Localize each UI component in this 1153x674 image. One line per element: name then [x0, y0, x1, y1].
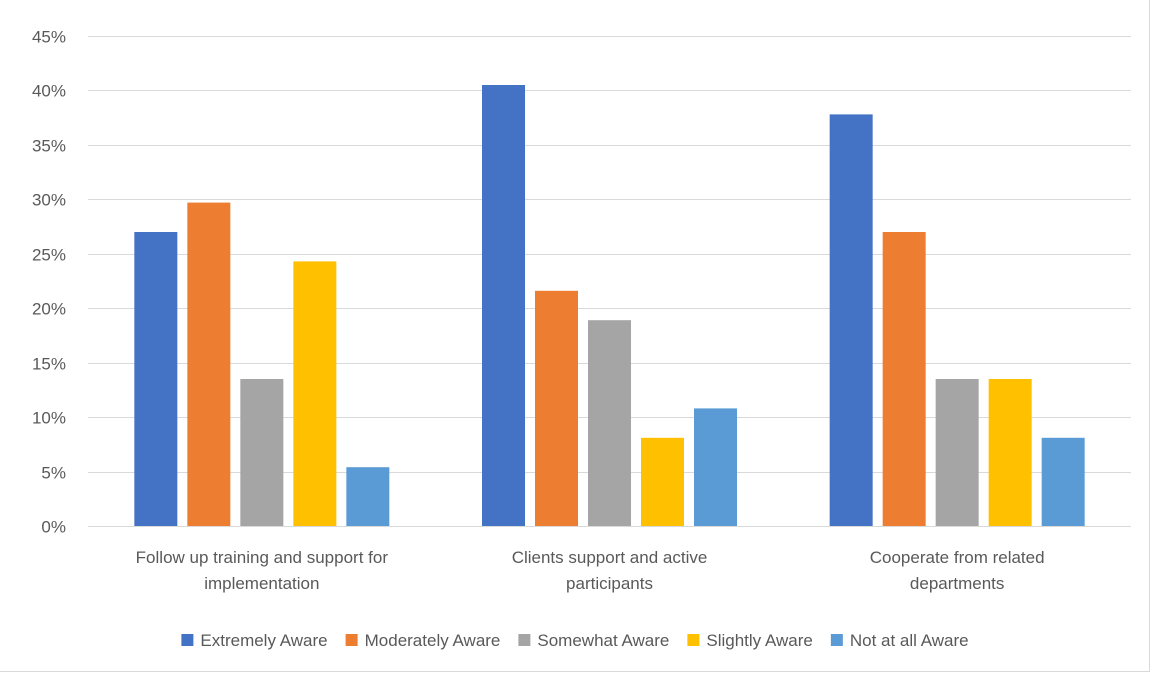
bar-somewhat-aware — [588, 320, 631, 526]
x-axis-category-labels: Follow up training and support for implem… — [136, 548, 1045, 593]
y-tick-label: 25% — [32, 246, 66, 265]
bar-not-at-all-aware — [346, 467, 389, 526]
bar-extremely-aware — [482, 85, 525, 526]
y-tick-label: 35% — [32, 137, 66, 156]
bar-somewhat-aware — [240, 379, 283, 526]
y-axis-tick-labels: 0% 5% 10% 15% 20% 25% 30% 35% 40% 45% — [32, 28, 66, 537]
bar-moderately-aware — [535, 291, 578, 526]
bar-moderately-aware — [883, 232, 926, 526]
x-category-label: departments — [910, 574, 1005, 593]
bars — [134, 85, 1084, 526]
x-category-label: Follow up training and support for — [136, 548, 389, 567]
bar-moderately-aware — [187, 203, 230, 526]
y-tick-label: 20% — [32, 300, 66, 319]
legend-label: Extremely Aware — [200, 631, 327, 650]
x-category-label: Cooperate from related — [870, 548, 1045, 567]
legend-label: Not at all Aware — [850, 631, 969, 650]
legend-swatch — [687, 634, 699, 646]
x-category-label: participants — [566, 574, 653, 593]
y-tick-label: 45% — [32, 28, 66, 47]
y-tick-label: 10% — [32, 409, 66, 428]
bar-not-at-all-aware — [1042, 438, 1085, 526]
bar-somewhat-aware — [936, 379, 979, 526]
bar-slightly-aware — [293, 261, 336, 526]
y-tick-label: 15% — [32, 355, 66, 374]
x-category-label: Clients support and active — [512, 548, 708, 567]
legend-swatch — [181, 634, 193, 646]
legend: Extremely Aware Moderately Aware Somewhat … — [181, 631, 968, 650]
y-tick-label: 30% — [32, 191, 66, 210]
bar-extremely-aware — [830, 114, 873, 526]
legend-swatch — [831, 634, 843, 646]
legend-label: Moderately Aware — [365, 631, 501, 650]
bar-slightly-aware — [641, 438, 684, 526]
y-tick-label: 40% — [32, 82, 66, 101]
legend-label: Slightly Aware — [706, 631, 812, 650]
y-tick-label: 0% — [41, 518, 66, 537]
bar-not-at-all-aware — [694, 408, 737, 526]
bar-extremely-aware — [134, 232, 177, 526]
legend-label: Somewhat Aware — [537, 631, 669, 650]
legend-swatch — [518, 634, 530, 646]
x-category-label: implementation — [204, 574, 319, 593]
y-tick-label: 5% — [41, 464, 66, 483]
legend-swatch — [346, 634, 358, 646]
bar-slightly-aware — [989, 379, 1032, 526]
